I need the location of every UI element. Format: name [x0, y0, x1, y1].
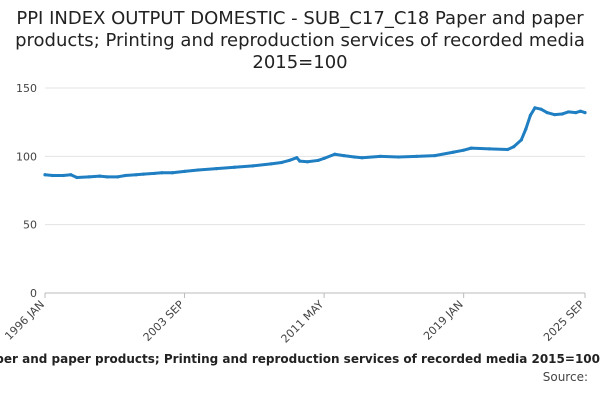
data-point	[75, 175, 79, 180]
data-point	[415, 154, 419, 158]
data-point	[43, 173, 47, 177]
data-point	[170, 171, 175, 175]
data-point	[69, 173, 73, 177]
data-point	[533, 106, 537, 110]
y-tick-label: 100	[16, 150, 37, 163]
chart-title: PPI INDEX OUTPUT DOMESTIC - SUB_C17_C18 …	[15, 8, 585, 73]
y-tick-label: 50	[23, 219, 37, 232]
data-point	[61, 173, 65, 178]
x-tick-label: 1996 JAN	[2, 298, 47, 343]
data-point	[553, 113, 557, 117]
data-point	[141, 172, 146, 176]
data-point	[352, 155, 357, 159]
source-label: Source:	[542, 370, 588, 384]
data-point	[87, 175, 91, 179]
data-point	[583, 111, 587, 115]
data-point	[116, 175, 120, 179]
x-tick-label: 2003 SEP	[141, 298, 187, 344]
data-point	[295, 156, 299, 160]
data-point	[298, 159, 302, 163]
data-point	[269, 162, 273, 166]
data-point	[123, 173, 127, 178]
data-point	[524, 127, 528, 131]
data-point	[539, 107, 543, 111]
data-point	[462, 148, 466, 152]
data-point	[433, 154, 437, 158]
data-point	[519, 138, 523, 142]
data-point	[287, 158, 291, 163]
data-point	[305, 160, 310, 164]
data-point	[98, 174, 102, 178]
data-point	[360, 156, 364, 160]
legend: PPI INDEX OUTPUT DOMESTIC - SUB_C17_C18 …	[0, 352, 600, 370]
data-point	[333, 152, 337, 156]
data-point	[469, 146, 473, 150]
data-point	[566, 110, 570, 114]
data-point	[251, 164, 255, 168]
data-point	[451, 150, 455, 154]
data-point	[487, 147, 492, 151]
data-point	[574, 111, 578, 115]
x-tick-label: 2019 JAN	[421, 298, 466, 343]
data-point	[528, 113, 532, 117]
data-point	[578, 109, 583, 113]
data-point	[396, 155, 401, 159]
data-point	[545, 111, 549, 115]
y-tick-label: 150	[16, 82, 37, 95]
data-point	[152, 171, 156, 176]
data-point	[378, 154, 382, 158]
data-point	[233, 165, 237, 169]
data-point	[316, 158, 320, 163]
data-point	[280, 160, 284, 165]
data-point	[506, 147, 510, 152]
legend-series-label: PPI INDEX OUTPUT DOMESTIC - SUB_C17_C18 …	[0, 352, 600, 366]
data-point	[512, 145, 516, 149]
data-point	[134, 173, 138, 177]
series-line	[43, 106, 587, 180]
y-tick-label: 0	[30, 287, 37, 300]
x-tick-label: 2011 MAY	[279, 298, 327, 346]
data-point	[105, 175, 109, 179]
data-point	[182, 169, 187, 173]
data-point	[560, 112, 564, 116]
data-point	[214, 167, 219, 171]
data-point	[50, 173, 55, 178]
data-point	[160, 171, 164, 175]
data-point	[196, 168, 200, 172]
data-point	[322, 156, 326, 160]
x-tick-label: 2025 SEP	[541, 298, 587, 344]
data-point	[342, 154, 346, 158]
